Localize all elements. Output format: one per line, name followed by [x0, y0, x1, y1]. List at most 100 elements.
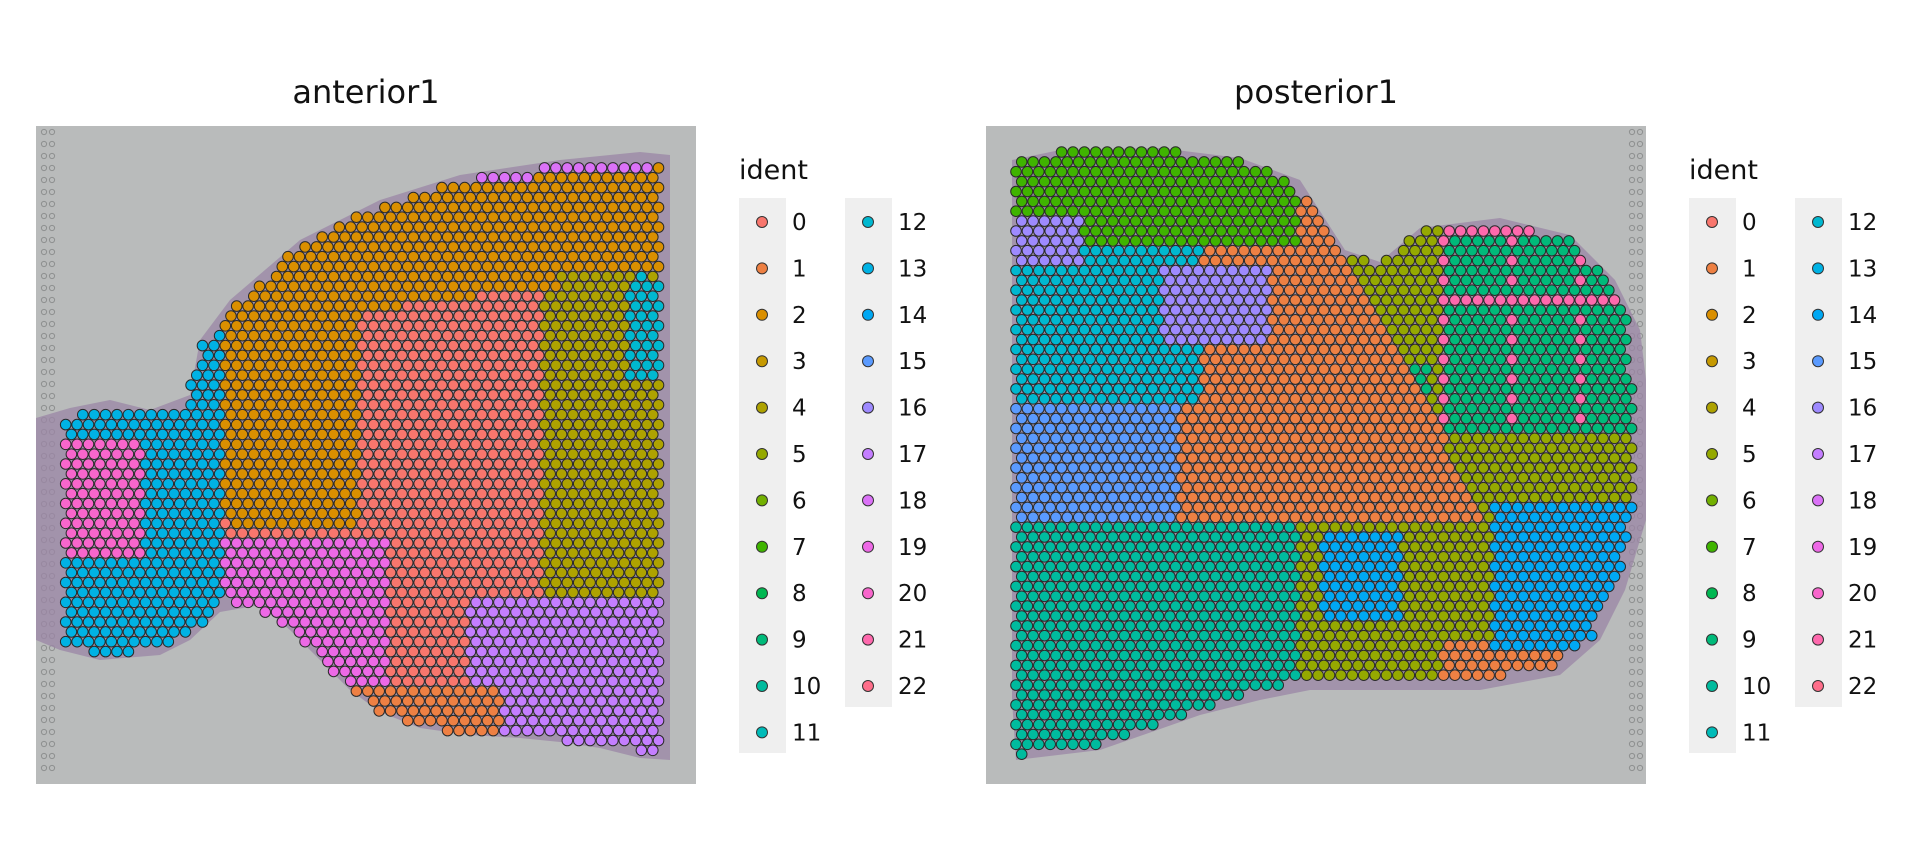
spot-ident-1	[1266, 314, 1279, 326]
spot-ident-14	[1346, 531, 1359, 543]
spot-ident-17	[515, 695, 528, 707]
spot-ident-1	[1312, 333, 1324, 346]
spot-ident-0	[407, 606, 420, 618]
spot-ident-12	[635, 349, 648, 362]
spot-ident-9	[1585, 373, 1598, 385]
spot-ident-13	[168, 448, 180, 461]
spot-ident-12	[1169, 383, 1182, 395]
spot-ident-1	[1192, 481, 1205, 494]
fiducial-dot	[48, 188, 56, 196]
spot-ident-10	[1015, 610, 1028, 622]
spot-ident-1	[470, 714, 482, 727]
spot-ident-0	[447, 596, 460, 609]
spot-ident-14	[1380, 531, 1393, 543]
spot-ident-5	[1546, 462, 1558, 474]
spot-ident-2	[533, 250, 545, 263]
spot-ident-17	[510, 606, 522, 618]
spot-ident-2	[356, 300, 368, 312]
spot-ident-14	[1528, 610, 1541, 622]
spot-ident-7	[1181, 165, 1193, 178]
spot-ident-2	[270, 389, 283, 401]
spot-ident-10	[1169, 560, 1182, 573]
spot-ident-1	[1226, 442, 1239, 455]
spot-ident-13	[145, 448, 157, 461]
spot-ident-7	[1118, 175, 1131, 188]
spot-ident-4	[618, 438, 631, 451]
fiducial-dot	[48, 152, 56, 160]
spot-ident-13	[185, 576, 197, 589]
spot-ident-1	[1335, 254, 1347, 267]
spot-ident-5	[1420, 560, 1433, 573]
spot-ident-14	[1523, 560, 1535, 573]
spot-ident-1	[1226, 244, 1239, 257]
spot-ident-0	[384, 448, 397, 461]
spot-ident-13	[213, 586, 226, 599]
spot-ident-0	[453, 389, 465, 401]
spot-ident-7	[1232, 235, 1245, 247]
spot-ident-1	[1204, 343, 1216, 356]
spot-ident-5	[1306, 600, 1319, 612]
spot-ident-4	[612, 408, 625, 421]
spot-ident-0	[493, 339, 505, 352]
spot-ident-0	[470, 497, 482, 510]
spot-ident-0	[521, 487, 534, 500]
spot-ident-1	[1289, 373, 1302, 385]
spot-ident-10	[1215, 639, 1227, 652]
spot-ident-1	[1209, 373, 1222, 385]
spot-ident-0	[356, 497, 368, 510]
spot-ident-21	[1437, 235, 1450, 247]
spot-ident-17	[544, 626, 557, 638]
spot-ident-5	[1625, 481, 1638, 494]
spot-ident-2	[510, 270, 522, 283]
fiducial-dot	[40, 200, 48, 208]
spot-ident-10	[1278, 610, 1290, 622]
spot-ident-13	[213, 468, 226, 480]
spot-ident-2	[248, 507, 260, 520]
spot-ident-2	[230, 320, 243, 332]
spot-ident-4	[590, 527, 602, 540]
spot-ident-5	[1300, 570, 1313, 583]
spot-ident-1	[1221, 254, 1233, 267]
spot-ident-2	[572, 241, 585, 253]
spot-ident-16	[1186, 333, 1199, 346]
spot-ident-7	[1261, 165, 1273, 178]
spot-ident-12	[1078, 343, 1091, 356]
spot-ident-5	[1471, 531, 1484, 543]
spot-ident-5	[1432, 323, 1444, 336]
spot-ident-0	[504, 517, 517, 530]
spot-ident-4	[635, 527, 648, 540]
spot-ident-2	[293, 468, 306, 480]
spot-ident-2	[521, 270, 534, 283]
spot-ident-19	[362, 566, 374, 579]
spot-ident-0	[487, 290, 500, 303]
spot-ident-9	[1614, 383, 1626, 395]
spot-ident-13	[173, 596, 186, 609]
spot-ident-12	[652, 280, 665, 293]
spot-ident-2	[527, 221, 539, 233]
spot-ident-2	[219, 478, 232, 490]
spot-ident-12	[635, 310, 648, 322]
spot-ident-10	[1215, 560, 1227, 573]
spot-ident-0	[493, 359, 505, 372]
spot-ident-4	[538, 300, 551, 312]
spot-ident-5	[1489, 462, 1501, 474]
spot-ident-0	[419, 310, 431, 322]
spot-ident-12	[1141, 333, 1153, 346]
spot-ident-0	[493, 458, 505, 470]
spot-ident-10	[1226, 560, 1239, 573]
spot-ident-2	[344, 280, 357, 293]
spot-ident-2	[464, 191, 477, 204]
spot-ident-2	[299, 438, 311, 451]
spot-ident-9	[1540, 393, 1552, 405]
spot-ident-2	[424, 280, 437, 293]
spot-ident-14	[1551, 590, 1564, 603]
spot-ident-7	[1249, 165, 1262, 178]
spot-ident-14	[1563, 511, 1575, 524]
spot-ident-0	[356, 438, 368, 451]
spot-ident-15	[1072, 432, 1085, 445]
fiducial-dot	[1636, 560, 1644, 568]
spot-ident-0	[424, 478, 437, 490]
spot-ident-14	[1591, 521, 1604, 534]
spot-ident-17	[601, 705, 614, 717]
spot-ident-1	[1181, 501, 1193, 514]
